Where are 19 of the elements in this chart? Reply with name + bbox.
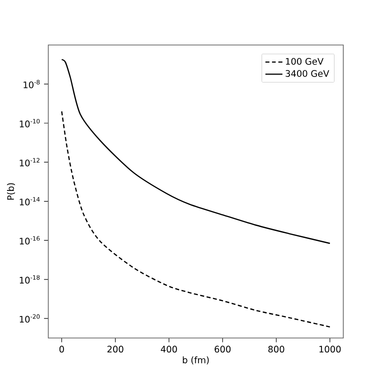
y-axis-title: P(b) [7, 183, 16, 200]
x-tick-label: 400 [160, 346, 177, 353]
line-series [61, 58, 330, 244]
y-tick-label: 10$^{-10}$ [20, 118, 40, 128]
x-tick-label: 1000 [319, 346, 341, 353]
x-axis-title: b (fm) [182, 356, 209, 364]
line-series [61, 110, 330, 328]
y-tick-label: 10$^{-20}$ [20, 314, 40, 323]
y-tick-label: 10$^{-12}$ [20, 158, 40, 166]
legend-label: 3400 GeV [286, 70, 330, 77]
x-tick-label: 600 [214, 346, 231, 353]
x-tick-label: 0 [59, 346, 64, 353]
legend-label: 100 GeV [286, 58, 324, 65]
y-tick-label: 10$^{-18}$ [20, 275, 40, 284]
y-tick-label: 10$^{-8}$ [24, 80, 40, 88]
x-tick-label: 800 [268, 346, 284, 353]
x-tick-label: 200 [107, 346, 124, 353]
y-tick-label: 10$^{-14}$ [20, 197, 40, 206]
y-tick-label: 10$^{-16}$ [20, 236, 40, 245]
